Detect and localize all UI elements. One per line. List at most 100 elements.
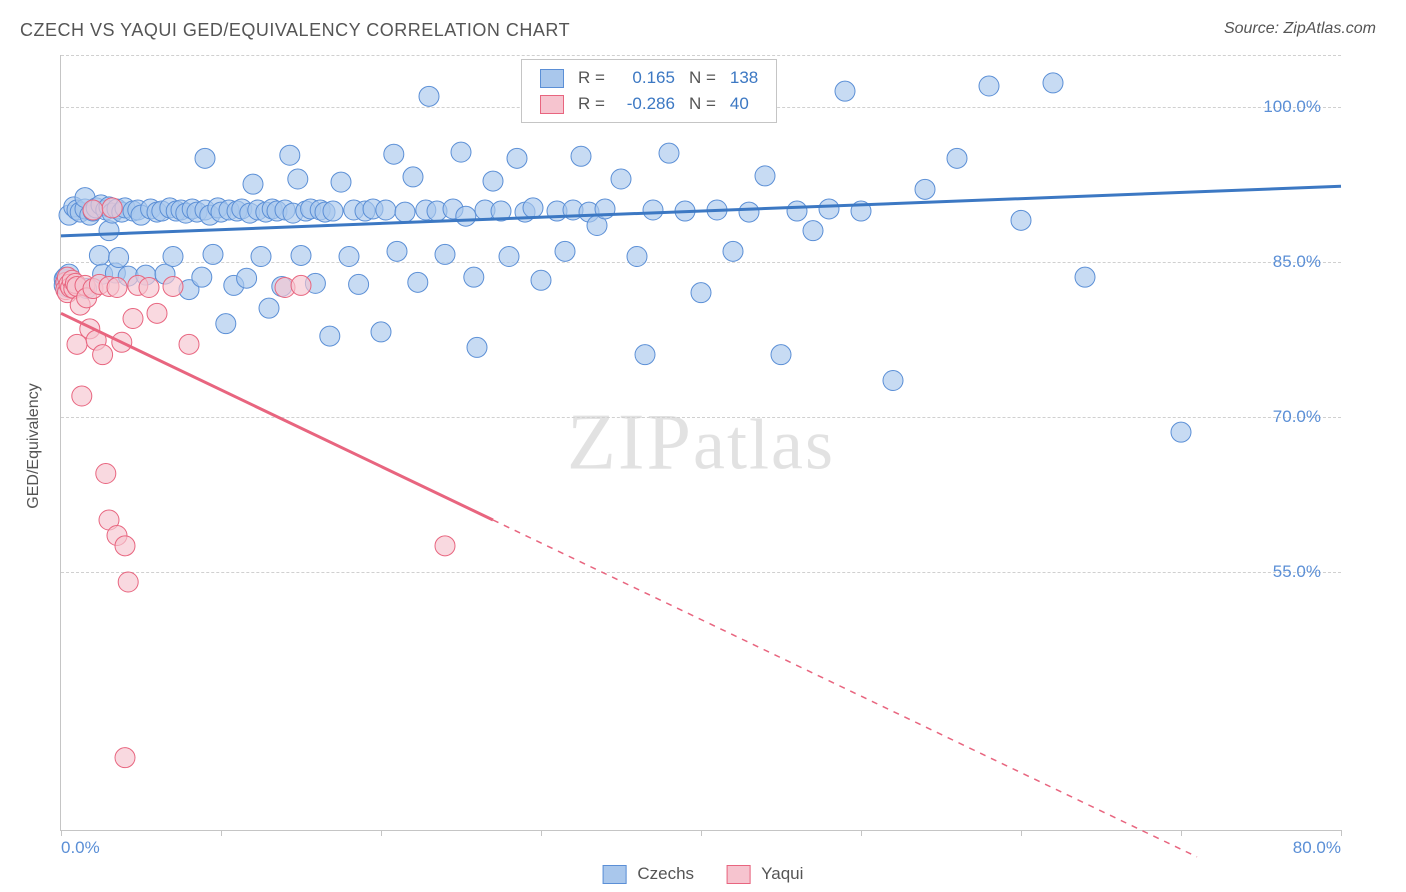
data-point-yaqui — [435, 536, 455, 556]
data-point-czechs — [288, 169, 308, 189]
data-point-czechs — [408, 272, 428, 292]
x-tick — [701, 830, 702, 836]
data-point-czechs — [1043, 73, 1063, 93]
data-point-czechs — [1075, 267, 1095, 287]
data-point-czechs — [109, 248, 129, 268]
data-point-czechs — [320, 326, 340, 346]
legend-label-czechs: Czechs — [637, 864, 694, 883]
data-point-czechs — [323, 201, 343, 221]
data-point-czechs — [611, 169, 631, 189]
data-point-czechs — [467, 337, 487, 357]
data-point-czechs — [771, 345, 791, 365]
trend-line-yaqui — [61, 313, 493, 520]
x-tick — [1341, 830, 1342, 836]
data-point-czechs — [755, 166, 775, 186]
data-point-czechs — [216, 314, 236, 334]
swatch-czechs-icon — [603, 865, 627, 884]
data-point-czechs — [915, 179, 935, 199]
data-point-yaqui — [163, 276, 183, 296]
data-point-czechs — [203, 244, 223, 264]
x-tick — [1181, 830, 1182, 836]
data-point-czechs — [659, 143, 679, 163]
data-point-czechs — [691, 283, 711, 303]
data-point-czechs — [803, 221, 823, 241]
data-point-yaqui — [96, 464, 116, 484]
swatch-yaqui-icon — [727, 865, 751, 884]
r-label: R = — [572, 92, 611, 116]
data-point-czechs — [89, 245, 109, 265]
data-point-czechs — [947, 148, 967, 168]
legend-row-czechs: R = 0.165 N = 138 — [534, 66, 764, 90]
data-point-czechs — [531, 270, 551, 290]
data-point-yaqui — [291, 275, 311, 295]
data-point-yaqui — [83, 200, 103, 220]
data-point-czechs — [883, 371, 903, 391]
data-point-czechs — [387, 241, 407, 261]
data-point-czechs — [435, 244, 455, 264]
swatch-czechs-icon — [540, 69, 564, 88]
data-point-czechs — [163, 247, 183, 267]
data-point-czechs — [723, 241, 743, 261]
n-value-yaqui: 40 — [724, 92, 764, 116]
scatter-svg — [61, 55, 1341, 830]
data-point-czechs — [349, 274, 369, 294]
data-point-czechs — [195, 148, 215, 168]
data-point-czechs — [835, 81, 855, 101]
data-point-czechs — [1011, 210, 1031, 230]
legend-row-yaqui: R = -0.286 N = 40 — [534, 92, 764, 116]
n-value-czechs: 138 — [724, 66, 764, 90]
data-point-yaqui — [115, 748, 135, 768]
data-point-yaqui — [102, 198, 122, 218]
data-point-czechs — [507, 148, 527, 168]
swatch-yaqui-icon — [540, 95, 564, 114]
data-point-yaqui — [123, 309, 143, 329]
data-point-czechs — [419, 86, 439, 106]
data-point-czechs — [979, 76, 999, 96]
data-point-czechs — [464, 267, 484, 287]
data-point-czechs — [99, 221, 119, 241]
data-point-czechs — [456, 206, 476, 226]
x-tick — [221, 830, 222, 836]
n-label: N = — [683, 92, 722, 116]
data-point-czechs — [339, 247, 359, 267]
data-point-czechs — [523, 198, 543, 218]
data-point-czechs — [555, 241, 575, 261]
legend-item-czechs: Czechs — [603, 864, 699, 883]
x-tick — [541, 830, 542, 836]
data-point-czechs — [259, 298, 279, 318]
data-point-czechs — [251, 247, 271, 267]
data-point-czechs — [243, 174, 263, 194]
r-value-czechs: 0.165 — [613, 66, 681, 90]
correlation-table: R = 0.165 N = 138 R = -0.286 N = 40 — [532, 64, 766, 118]
data-point-czechs — [451, 142, 471, 162]
r-value-yaqui: -0.286 — [613, 92, 681, 116]
x-tick-label: 0.0% — [61, 838, 100, 858]
data-point-czechs — [291, 245, 311, 265]
x-tick — [61, 830, 62, 836]
source-attribution: Source: ZipAtlas.com — [1224, 20, 1376, 38]
x-tick — [381, 830, 382, 836]
data-point-yaqui — [139, 278, 159, 298]
x-tick — [1021, 830, 1022, 836]
chart-title: CZECH VS YAQUI GED/EQUIVALENCY CORRELATI… — [20, 20, 570, 41]
data-point-czechs — [280, 145, 300, 165]
data-point-czechs — [571, 146, 591, 166]
data-point-czechs — [237, 268, 257, 288]
trend-extrap-yaqui — [493, 520, 1197, 857]
data-point-czechs — [643, 200, 663, 220]
legend-item-yaqui: Yaqui — [727, 864, 804, 883]
data-point-yaqui — [115, 536, 135, 556]
data-point-czechs — [1171, 422, 1191, 442]
data-point-yaqui — [107, 278, 127, 298]
x-tick — [861, 830, 862, 836]
data-point-czechs — [395, 202, 415, 222]
r-label: R = — [572, 66, 611, 90]
data-point-czechs — [635, 345, 655, 365]
chart-container: CZECH VS YAQUI GED/EQUIVALENCY CORRELATI… — [0, 0, 1406, 892]
plot-area: ZIPatlas 55.0%70.0%85.0%100.0% 0.0%80.0%… — [60, 55, 1341, 831]
data-point-yaqui — [179, 334, 199, 354]
data-point-czechs — [627, 247, 647, 267]
data-point-yaqui — [72, 386, 92, 406]
data-point-czechs — [384, 144, 404, 164]
data-point-czechs — [376, 200, 396, 220]
